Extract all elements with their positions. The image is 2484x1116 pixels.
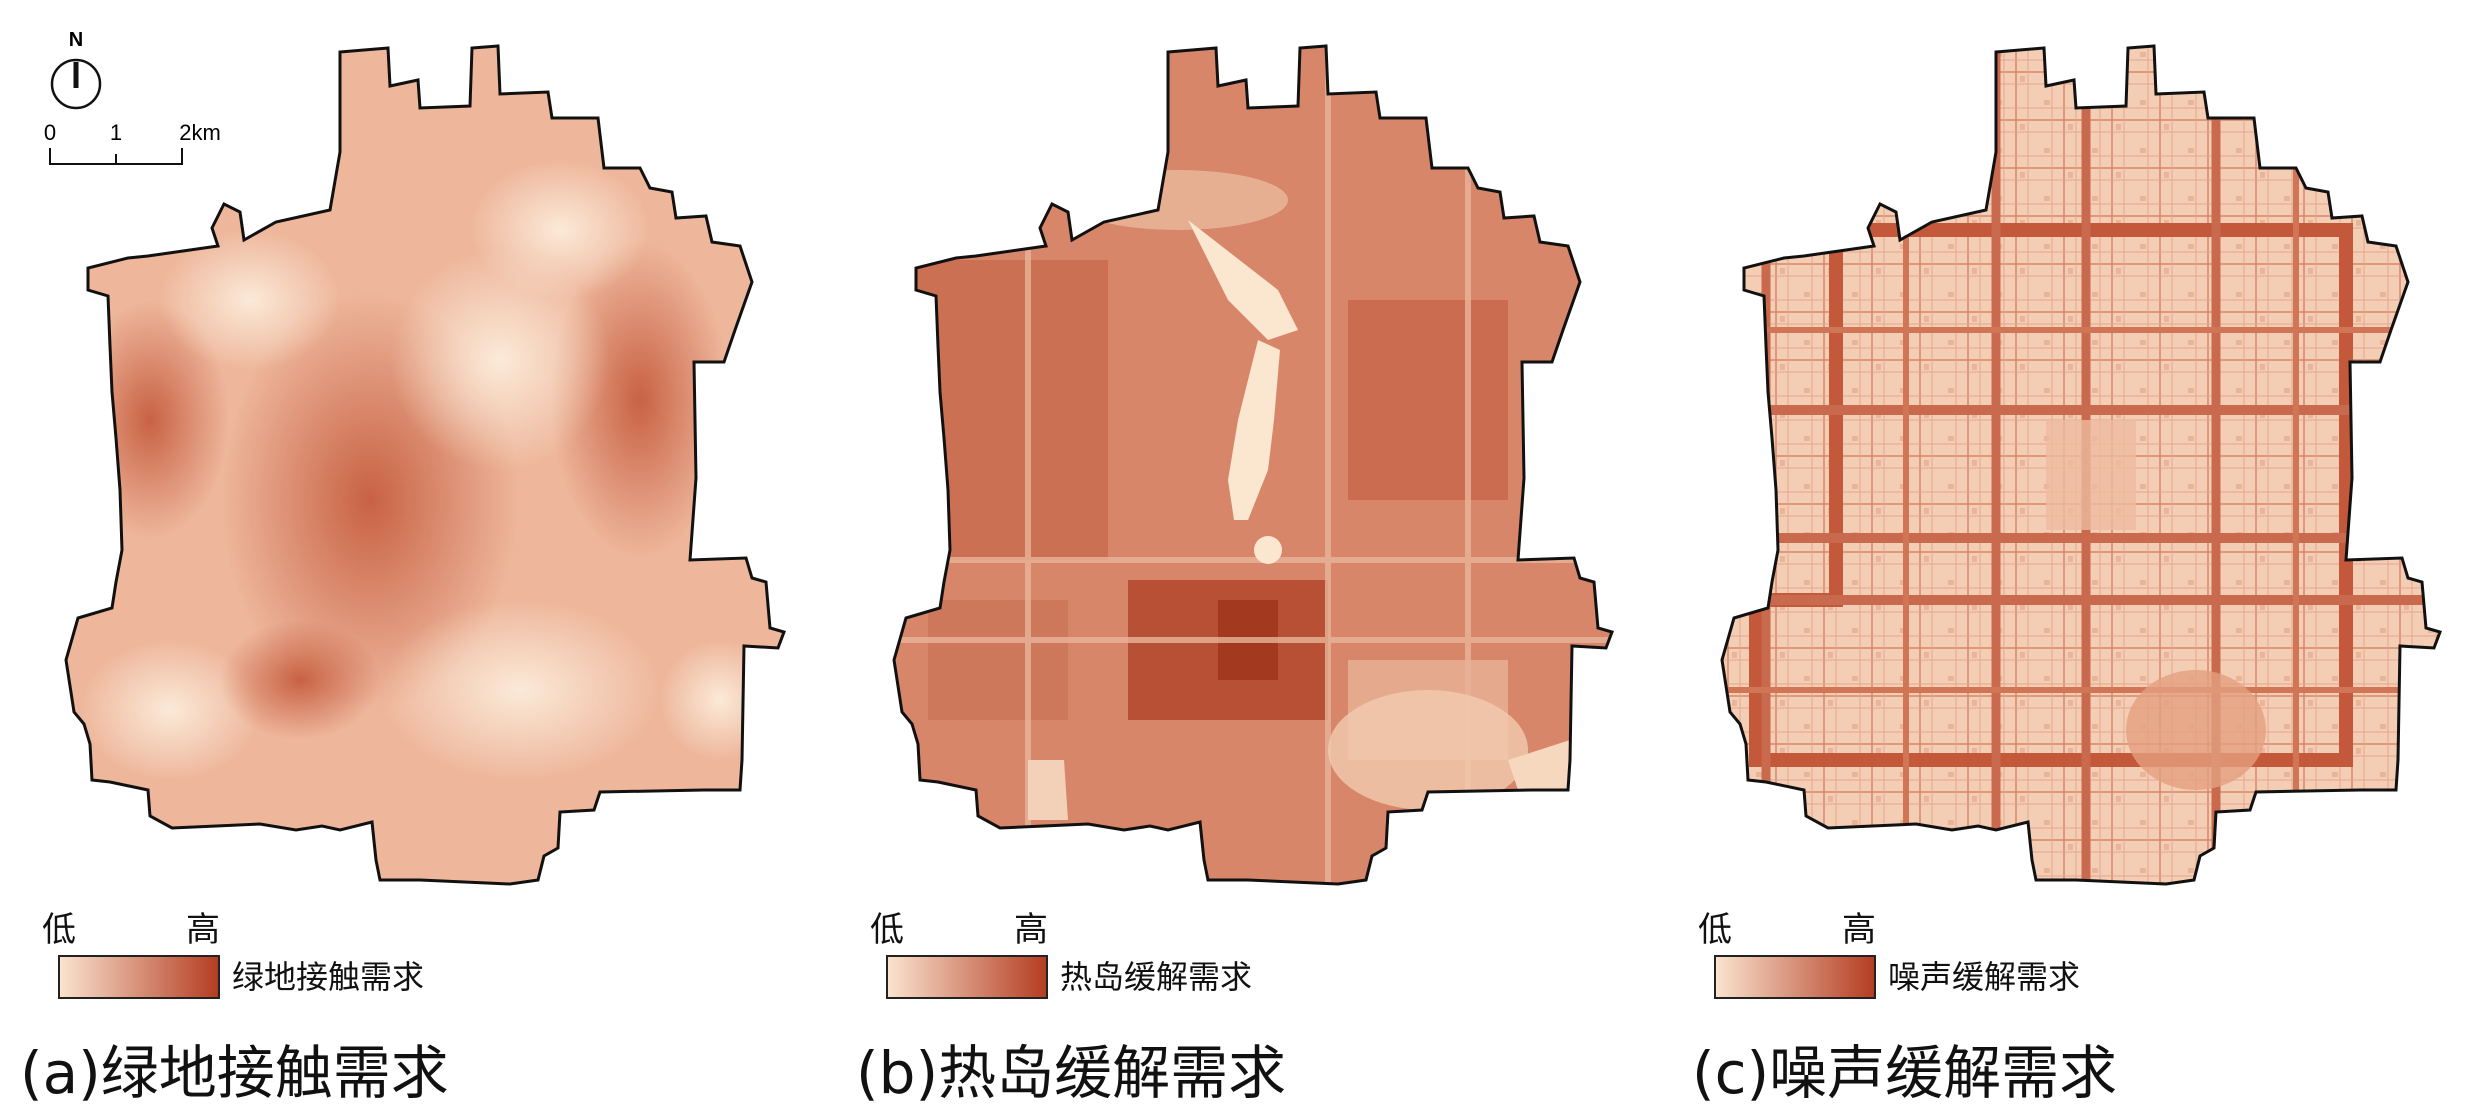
legend-low-label: 低	[870, 910, 904, 950]
panel-caption: (b)热岛缓解需求	[856, 1039, 1287, 1107]
scale-tick-1: 1	[110, 120, 122, 145]
legend-high-label: 高	[1014, 910, 1048, 950]
panel-green-contact: N 0 1 2km 低 高 绿地接触需求 (a)绿地接触需求	[0, 0, 828, 1116]
legend-color-ramp	[58, 955, 220, 999]
panel-heat-island: 低 高 热岛缓解需求 (b)热岛缓解需求	[828, 0, 1656, 1116]
legend-low-label: 低	[1698, 910, 1732, 950]
scale-tick-0: 0	[44, 120, 56, 145]
north-arrow-icon: N	[50, 29, 102, 110]
panel-noise: 低 高 噪声缓解需求 (c)噪声缓解需求	[1656, 0, 2484, 1116]
map-green-contact	[64, 44, 786, 886]
scale-tick-2: 2km	[179, 120, 221, 145]
panel-caption: (a)绿地接触需求	[20, 1039, 449, 1107]
legend-layer-name: 绿地接触需求	[232, 958, 425, 996]
legend-layer-name: 噪声缓解需求	[1888, 958, 2081, 996]
legend-layer-name: 热岛缓解需求	[1060, 958, 1253, 996]
panel-caption: (c)噪声缓解需求	[1692, 1039, 2118, 1107]
legend-low-label: 低	[42, 910, 76, 950]
legend-color-ramp	[1714, 955, 1876, 999]
map-noise	[1720, 44, 2442, 886]
north-label: N	[69, 29, 83, 51]
scale-bar: 0 1 2km	[44, 120, 221, 165]
legend-high-label: 高	[186, 910, 220, 950]
map-heat-island	[892, 44, 1614, 886]
legend-high-label: 高	[1842, 910, 1876, 950]
legend-color-ramp	[886, 955, 1048, 999]
